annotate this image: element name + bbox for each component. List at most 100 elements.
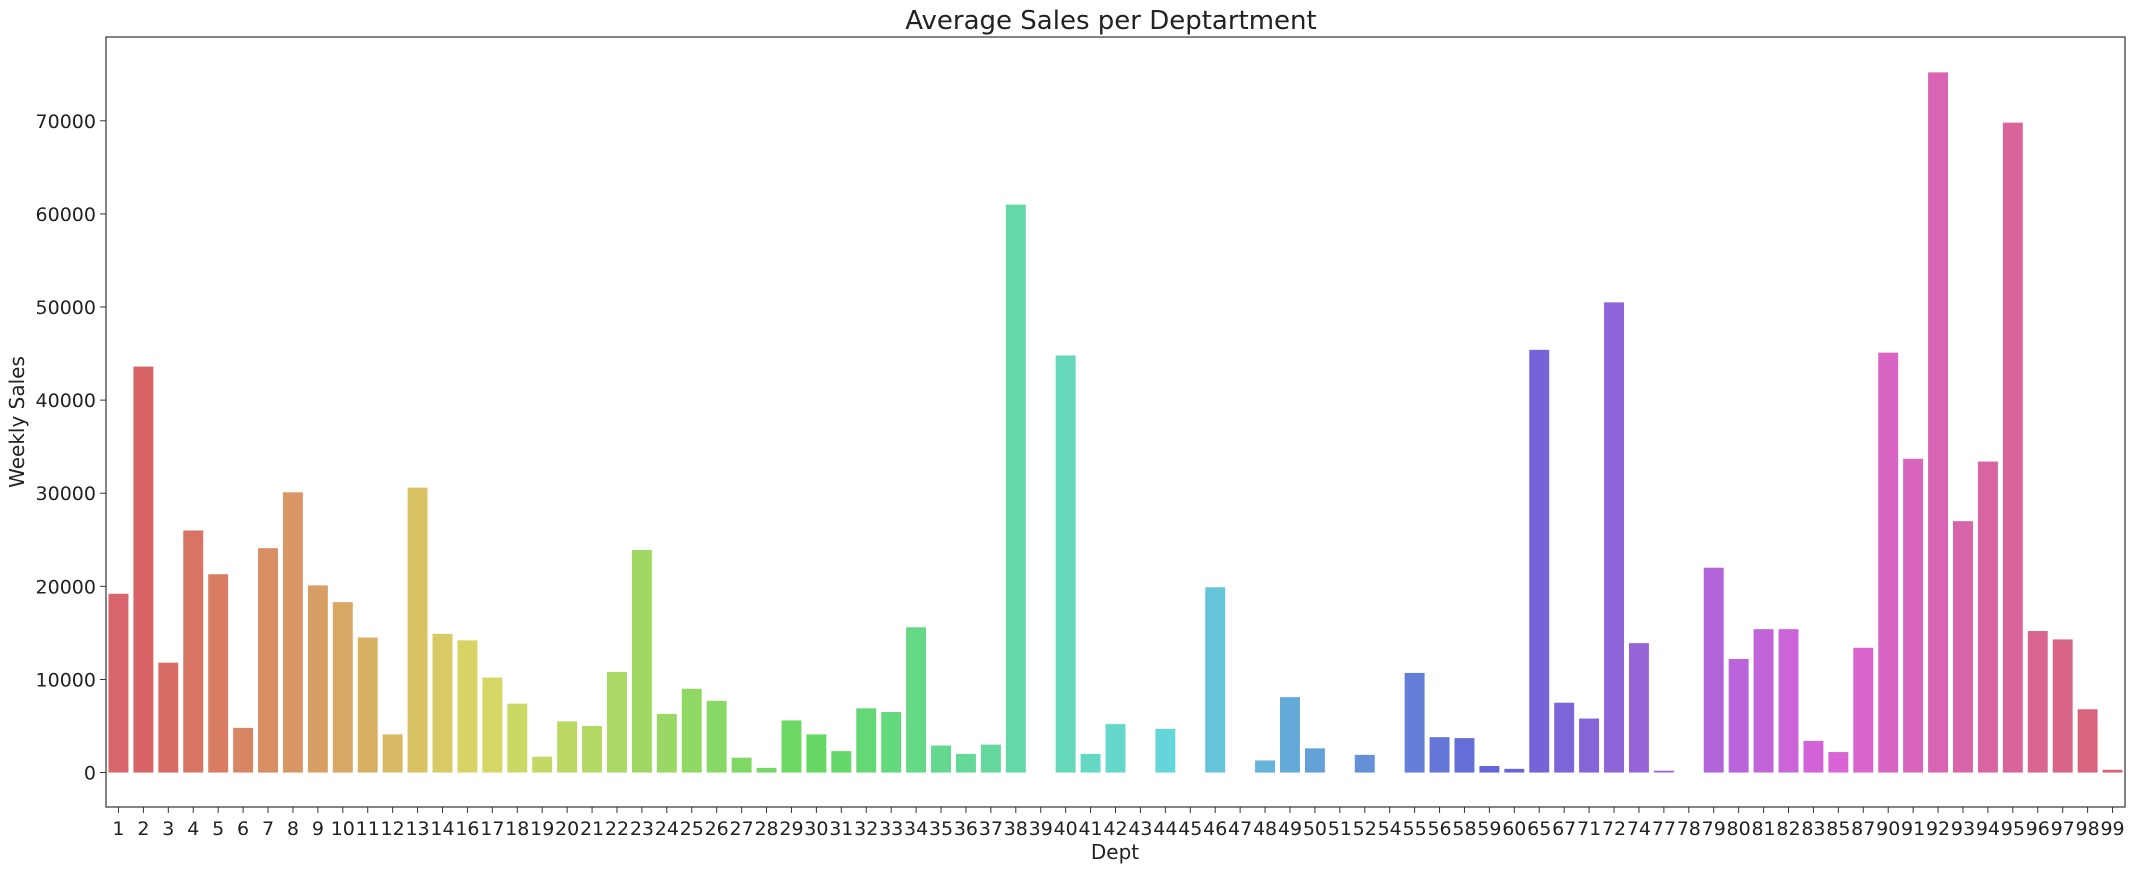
- x-tick-label: 33: [879, 818, 903, 840]
- bar-dept-2: [133, 366, 154, 773]
- bar-dept-25: [681, 688, 702, 773]
- bar-dept-6: [233, 727, 254, 773]
- bar-dept-98: [2077, 709, 2098, 773]
- bar-dept-20: [557, 721, 578, 773]
- bar-dept-81: [1753, 629, 1774, 773]
- bar-dept-34: [906, 627, 927, 773]
- x-tick-label: 90: [1876, 818, 1900, 840]
- y-tick-label: 30000: [36, 483, 96, 505]
- x-tick-label: 82: [1776, 818, 1800, 840]
- x-tick-label: 81: [1751, 818, 1775, 840]
- bar-dept-22: [607, 671, 627, 773]
- x-tick-label: 71: [1577, 818, 1601, 840]
- x-tick-label: 43: [1128, 818, 1152, 840]
- bar-dept-74: [1628, 643, 1649, 773]
- bar-dept-42: [1105, 724, 1126, 773]
- bar-dept-91: [1903, 458, 1924, 773]
- bar-dept-19: [532, 756, 553, 773]
- x-tick-label: 4: [187, 818, 199, 840]
- bar-dept-49: [1280, 697, 1300, 773]
- x-tick-label: 44: [1153, 818, 1177, 840]
- bar-dept-5: [208, 574, 229, 773]
- x-tick-label: 3: [162, 818, 174, 840]
- y-tick-label: 40000: [36, 390, 96, 412]
- x-tick-label: 23: [630, 818, 654, 840]
- bar-dept-67: [1554, 702, 1575, 773]
- bar-dept-59: [1479, 766, 1500, 773]
- bar-dept-92: [1928, 72, 1949, 773]
- x-tick-label: 85: [1826, 818, 1850, 840]
- bar-dept-79: [1703, 567, 1724, 773]
- x-axis-title: Dept: [1091, 840, 1139, 864]
- x-tick-label: 29: [779, 818, 803, 840]
- x-tick-label: 93: [1951, 818, 1975, 840]
- x-tick-label: 91: [1901, 818, 1925, 840]
- bar-dept-10: [332, 602, 353, 773]
- bar-dept-17: [482, 677, 503, 773]
- bar-dept-52: [1354, 754, 1375, 773]
- bar-dept-82: [1778, 629, 1799, 773]
- x-tick-label: 96: [2026, 818, 2050, 840]
- x-tick-label: 79: [1702, 818, 1726, 840]
- x-tick-label: 50: [1303, 818, 1327, 840]
- bar-dept-33: [881, 712, 902, 773]
- plot-frame: [105, 36, 2126, 808]
- bar-dept-12: [382, 734, 403, 773]
- x-tick-label: 13: [405, 818, 429, 840]
- bars-group: [108, 72, 2123, 773]
- x-tick-label: 25: [680, 818, 704, 840]
- bar-dept-99: [2102, 769, 2123, 773]
- bar-dept-3: [158, 662, 179, 773]
- bar-dept-27: [731, 757, 752, 773]
- bar-dept-96: [2027, 631, 2048, 773]
- x-tick-label: 58: [1452, 818, 1476, 840]
- x-tick-label: 87: [1851, 818, 1875, 840]
- x-axis: 1 2 3 4 5 6 7 8 9 10 11 12 13 14 16 17 18 19 20 21 22 23 24 25 2…: [112, 807, 2125, 840]
- x-tick-label: 11: [356, 818, 380, 840]
- x-tick-label: 35: [929, 818, 953, 840]
- x-tick-label: 94: [1976, 818, 2000, 840]
- y-tick-label: 10000: [36, 669, 96, 691]
- x-tick-label: 9: [312, 818, 324, 840]
- x-tick-label: 2: [137, 818, 149, 840]
- y-tick-label: 0: [84, 763, 96, 785]
- x-tick-label: 27: [730, 818, 754, 840]
- x-tick-label: 45: [1178, 818, 1202, 840]
- x-tick-label: 52: [1353, 818, 1377, 840]
- bar-dept-18: [507, 703, 528, 773]
- bar-dept-36: [955, 753, 976, 773]
- bar-dept-16: [457, 640, 478, 773]
- bar-dept-31: [831, 751, 852, 773]
- bar-dept-58: [1454, 738, 1475, 773]
- x-tick-label: 21: [580, 818, 604, 840]
- bar-dept-44: [1155, 728, 1176, 773]
- y-tick-label: 60000: [36, 204, 96, 226]
- y-tick-label: 50000: [36, 297, 96, 319]
- x-tick-label: 20: [555, 818, 579, 840]
- bar-dept-4: [183, 530, 204, 773]
- x-tick-label: 99: [2100, 818, 2124, 840]
- bar-dept-60: [1504, 768, 1525, 773]
- bar-dept-55: [1404, 672, 1425, 773]
- bar-dept-97: [2052, 639, 2073, 773]
- y-tick-label: 70000: [36, 111, 96, 133]
- bar-dept-1: [108, 593, 129, 773]
- bar-dept-85: [1828, 752, 1849, 773]
- x-tick-label: 12: [381, 818, 405, 840]
- bar-dept-56: [1429, 737, 1450, 773]
- x-tick-label: 10: [331, 818, 355, 840]
- x-tick-label: 40: [1054, 818, 1078, 840]
- x-tick-label: 92: [1926, 818, 1950, 840]
- bar-dept-94: [1977, 461, 1998, 773]
- x-tick-label: 14: [430, 818, 454, 840]
- bar-dept-65: [1529, 349, 1550, 773]
- bar-dept-28: [756, 767, 777, 773]
- x-tick-label: 24: [655, 818, 679, 840]
- x-tick-label: 18: [505, 818, 529, 840]
- x-tick-label: 65: [1527, 818, 1551, 840]
- x-tick-label: 97: [2051, 818, 2075, 840]
- bar-dept-40: [1055, 355, 1076, 773]
- bar-dept-83: [1803, 740, 1824, 773]
- x-tick-label: 59: [1477, 818, 1501, 840]
